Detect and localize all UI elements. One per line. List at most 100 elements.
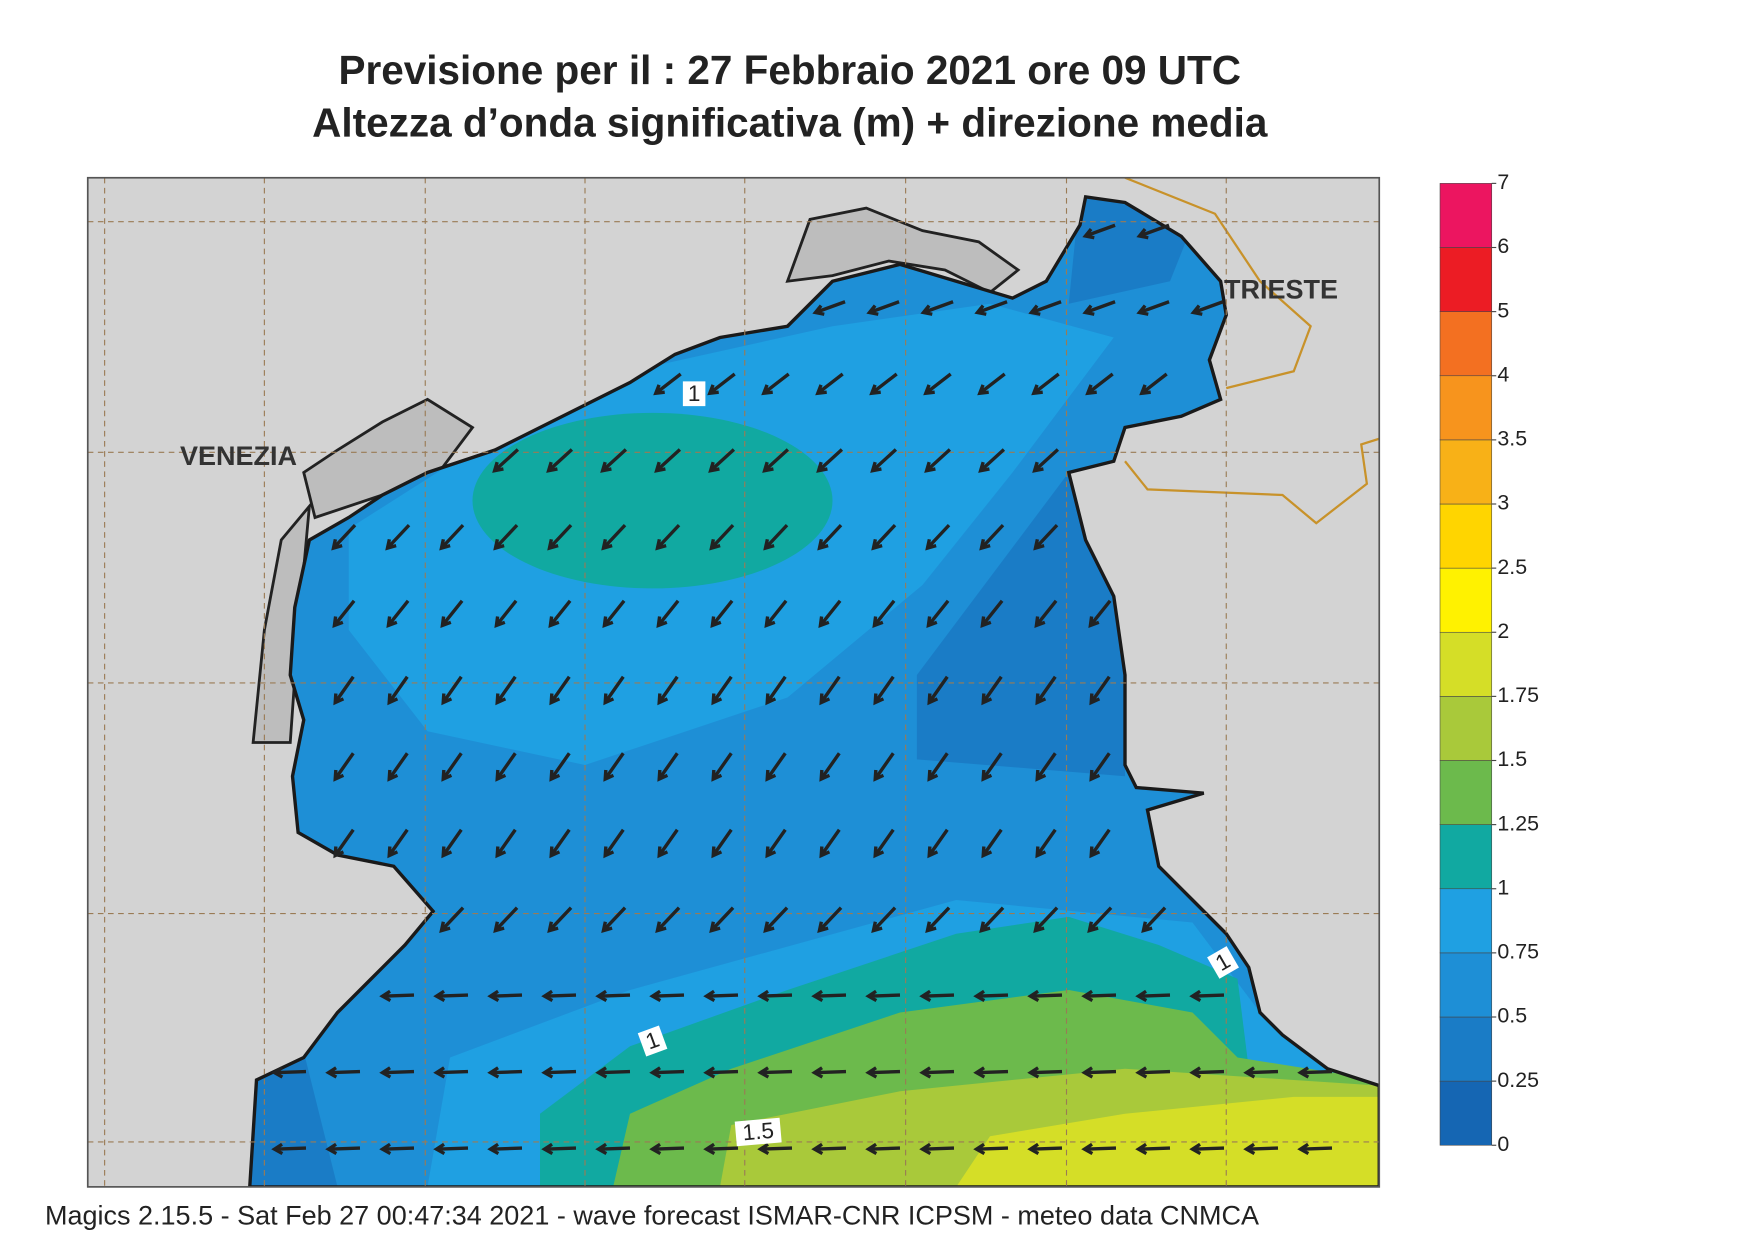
contour-label-box — [637, 1025, 668, 1057]
wave-arrow — [817, 906, 843, 933]
wave-arrow — [333, 752, 355, 782]
colorbar-bin — [1439, 439, 1493, 505]
wave-arrow — [387, 752, 409, 782]
wave-arrow — [763, 906, 789, 933]
wave-arrow — [865, 989, 901, 1003]
wave-arrow — [654, 448, 682, 473]
wave-arrow — [1297, 1142, 1333, 1156]
colorbar-tick-label: 1.75 — [1497, 683, 1539, 707]
wave-arrow — [603, 752, 625, 782]
wave-arrow — [1082, 223, 1116, 240]
wave-arrow — [602, 599, 626, 628]
wave-arrow — [546, 448, 574, 473]
wave-arrow — [973, 1066, 1009, 1079]
wave-arrow — [441, 828, 463, 859]
wave-arrow — [923, 372, 952, 396]
colorbar-tick-label: 0.25 — [1497, 1068, 1539, 1092]
wave-arrow — [487, 1066, 523, 1079]
wave-arrow — [649, 1066, 685, 1079]
wave-arrow — [1081, 1142, 1117, 1156]
wave-arrow — [331, 523, 357, 551]
border — [1124, 177, 1380, 525]
wave-arrow — [1027, 989, 1063, 1003]
wave-arrow — [649, 1142, 685, 1156]
place-label: TRIESTE — [1224, 275, 1338, 305]
wave-arrow — [439, 906, 465, 933]
wave-arrow — [433, 1142, 469, 1156]
wave-arrow — [379, 1142, 415, 1156]
wave-arrow — [325, 1066, 361, 1079]
contour-label: 1.5 — [734, 1117, 782, 1147]
wave-arrow — [495, 828, 517, 859]
wave-arrow — [819, 675, 841, 706]
wave-arrow — [711, 675, 733, 706]
wave-arrow — [762, 448, 790, 473]
wave-arrow — [765, 675, 787, 706]
wave-arrow — [1027, 1066, 1063, 1079]
wave-arrow — [493, 906, 519, 933]
wave-arrow — [981, 828, 1003, 859]
wave-arrow — [710, 599, 734, 628]
wave-arrow — [595, 1142, 631, 1156]
wave-arrow — [494, 599, 518, 628]
colorbar-tick-label: 5 — [1497, 298, 1509, 322]
wave-arrow — [711, 752, 733, 782]
wave-band — [472, 412, 833, 589]
wave-arrow — [1297, 1066, 1333, 1079]
wave-arrow — [495, 675, 517, 706]
colorbar-bin — [1439, 375, 1493, 441]
colorbar-tick-label: 2.5 — [1497, 555, 1527, 579]
wave-arrow — [549, 752, 571, 782]
wave-arrow — [1136, 223, 1170, 240]
wave-arrow — [1135, 989, 1171, 1003]
wave-band — [916, 472, 1125, 777]
wave-arrows — [271, 223, 1333, 1156]
colorbar-bin — [1439, 696, 1493, 761]
colorbar-bin — [1439, 631, 1493, 697]
wave-arrow — [487, 989, 523, 1003]
colorbar-bin — [1439, 183, 1493, 248]
wave-arrow — [703, 989, 739, 1003]
wave-arrow — [1081, 1066, 1117, 1079]
wave-arrow — [386, 599, 410, 628]
wave-arrow — [1035, 828, 1057, 859]
wave-arrow — [1028, 300, 1062, 316]
coastline — [248, 194, 1380, 1187]
wave-arrow — [656, 599, 680, 628]
wave-arrow — [1031, 372, 1060, 396]
wave-arrow — [925, 906, 951, 933]
wave-arrow — [387, 828, 409, 859]
wave-arrow — [920, 300, 954, 316]
wave-arrow — [1135, 1142, 1171, 1156]
wave-arrow — [1089, 752, 1111, 782]
wave-arrow — [492, 448, 520, 473]
colorbar-bin — [1439, 760, 1493, 825]
colorbar-bin — [1439, 952, 1493, 1018]
wave-arrow — [925, 523, 951, 551]
wave-arrow — [1135, 1066, 1171, 1079]
wave-arrow — [1189, 1066, 1225, 1079]
wave-arrow — [487, 1142, 523, 1156]
colorbar-tick-label: 6 — [1497, 234, 1509, 258]
wave-arrow — [600, 448, 628, 473]
wave-arrow — [1243, 1066, 1279, 1079]
wave-arrow — [871, 906, 897, 933]
wave-arrow — [1139, 372, 1168, 396]
wave-arrow — [601, 523, 627, 551]
wave-arrow — [871, 523, 897, 551]
wave-arrow — [973, 1142, 1009, 1156]
wave-arrow — [1136, 300, 1170, 316]
wave-arrow — [1081, 989, 1117, 1003]
wave-arrow — [1088, 599, 1112, 628]
wave-arrow — [379, 1066, 415, 1079]
wave-arrow — [603, 675, 625, 706]
wave-arrow — [865, 1142, 901, 1156]
wave-arrow — [709, 523, 735, 551]
wave-arrow — [333, 828, 355, 859]
colorbar-tick-label: 0.75 — [1497, 940, 1539, 964]
wave-arrow — [1035, 675, 1057, 706]
wave-arrow — [869, 372, 898, 396]
wave-arrow — [872, 599, 896, 628]
wave-arrow — [548, 599, 572, 628]
